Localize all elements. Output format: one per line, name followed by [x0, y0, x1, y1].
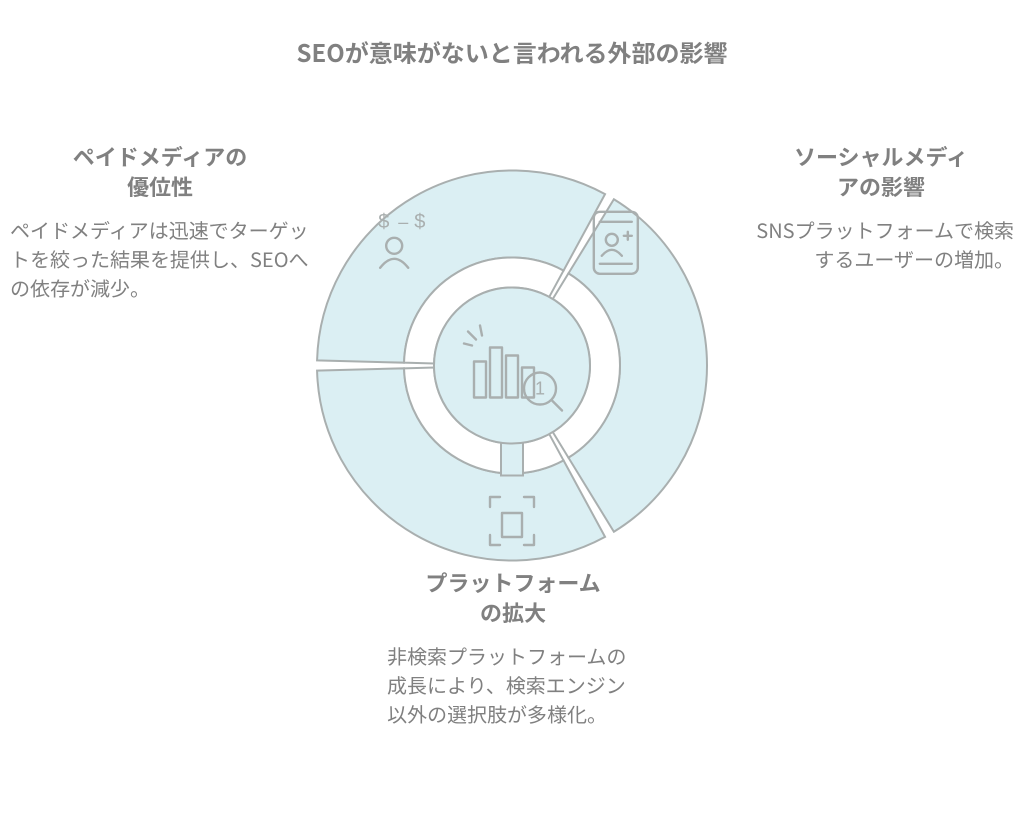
block-social: ソーシャルメディアの影響 SNSプラットフォームで検索するユーザーの増加。	[748, 142, 1014, 273]
block-social-title: ソーシャルメディアの影響	[748, 142, 1014, 201]
page-title: SEOが意味がないと言われる外部の影響	[0, 34, 1024, 69]
center-icon-number: 1	[535, 379, 545, 399]
svg-text:–: –	[398, 212, 408, 232]
svg-text:$: $	[378, 211, 389, 233]
radial-chart: 1 $–$	[312, 166, 712, 571]
block-paid-desc: ペイドメディアは迅速でターゲットを絞った結果を提供し、SEOへの依存が減少。	[10, 215, 310, 302]
block-platform-desc: 非検索プラットフォームの成長により、検索エンジン以外の選択肢が多様化。	[387, 641, 639, 728]
block-paid-title: ペイドメディアの優位性	[10, 142, 310, 201]
block-platform: プラットフォームの拡大 非検索プラットフォームの成長により、検索エンジン以外の選…	[387, 568, 639, 728]
infographic-canvas: SEOが意味がないと言われる外部の影響 1 $–$ ペイドメディアの優位性 ペイド…	[0, 0, 1024, 835]
svg-text:$: $	[414, 211, 425, 233]
block-social-desc: SNSプラットフォームで検索するユーザーの増加。	[748, 215, 1014, 273]
center-circle	[434, 288, 590, 444]
block-paid: ペイドメディアの優位性 ペイドメディアは迅速でターゲットを絞った結果を提供し、S…	[10, 142, 310, 302]
block-platform-title: プラットフォームの拡大	[387, 568, 639, 627]
